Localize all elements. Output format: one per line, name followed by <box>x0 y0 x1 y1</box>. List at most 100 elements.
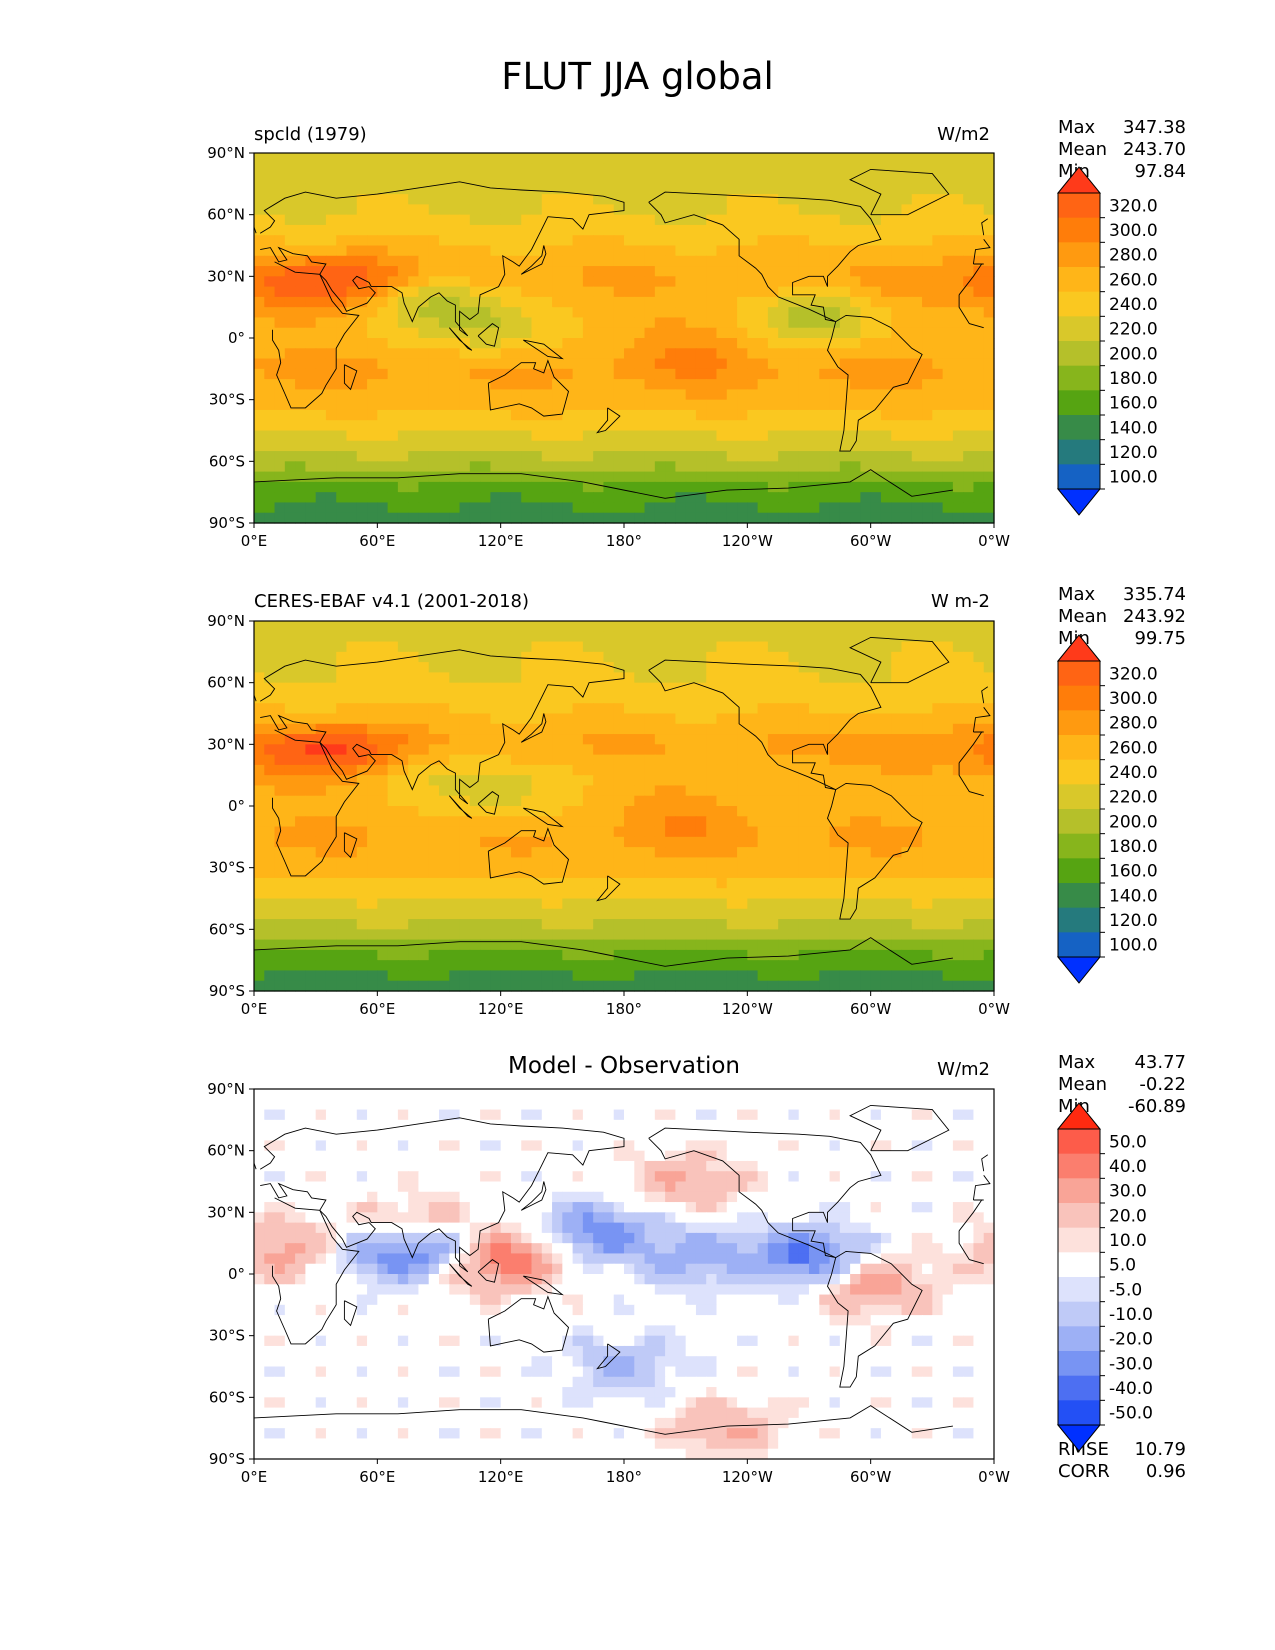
panel-1-field-cell <box>726 502 738 514</box>
panel-2-field-cell <box>747 795 759 807</box>
panel-1-field-cell <box>295 286 306 298</box>
panel-1-colorbar-label: 260.0 <box>1109 270 1158 290</box>
panel-2-field-cell <box>274 692 286 704</box>
panel-2-field-cell <box>757 672 769 684</box>
panel-2-field-cell <box>613 754 625 766</box>
panel-2-field-cell <box>767 888 779 900</box>
panel-2-field-cell <box>305 816 317 828</box>
panel-1-field-cell <box>336 153 348 164</box>
panel-2-field-cell <box>767 816 779 828</box>
panel-1-field-cell <box>747 471 759 483</box>
panel-1-field-cell <box>593 389 605 401</box>
panel-1-field-cell <box>541 173 553 185</box>
panel-2-field-cell <box>449 744 461 756</box>
panel-2-field-cell <box>500 857 512 869</box>
panel-2-field-cell <box>336 867 348 879</box>
panel-1-field-cell <box>408 153 420 164</box>
panel-1-field-cell <box>911 389 923 401</box>
panel-1-field-cell <box>963 214 975 226</box>
panel-2-field-cell <box>428 662 440 673</box>
panel-2-field-cell <box>983 816 995 828</box>
panel-2-field-cell <box>809 672 820 684</box>
panel-2-field-cell <box>932 723 944 735</box>
panel-1-field-cell <box>788 255 800 267</box>
panel-1-field-cell <box>757 296 769 308</box>
panel-1-field-cell <box>531 481 543 493</box>
panel-1-field-cell <box>613 286 625 298</box>
panel-1-field-cell <box>685 379 697 390</box>
panel-2-field-cell <box>459 877 471 889</box>
panel-2-field-cell <box>582 847 594 858</box>
panel-2-field-cell <box>613 836 625 848</box>
panel-2-field-cell <box>582 682 594 694</box>
panel-2-field-cell <box>408 744 420 756</box>
panel-2-field-cell <box>521 888 533 900</box>
panel-2-field-cell <box>870 857 882 869</box>
panel-1-colorbar-label: 280.0 <box>1109 246 1158 266</box>
panel-2-field-cell <box>798 816 810 828</box>
panel-1-field-cell <box>325 481 337 493</box>
panel-1-field-cell <box>695 451 707 462</box>
panel-2-field-cell <box>367 662 378 673</box>
panel-2-field-cell <box>613 703 625 715</box>
panel-2-field-cell <box>860 929 872 941</box>
panel-1-field-cell <box>284 440 296 452</box>
panel-2-field-cell <box>778 672 790 684</box>
panel-1-field-cell <box>942 204 954 216</box>
panel-1-field-cell <box>490 255 502 267</box>
panel-1-field-cell <box>254 286 265 298</box>
panel-2-field-cell <box>952 723 964 735</box>
panel-2-field-cell <box>716 929 728 941</box>
panel-2-field-cell <box>521 775 533 787</box>
panel-2-field-cell <box>850 888 861 900</box>
panel-2-field-cell <box>490 662 502 673</box>
panel-1-colorbar-extend-max <box>1056 166 1102 194</box>
panel-2-field-cell <box>819 692 831 704</box>
panel-2-field-cell <box>408 929 420 941</box>
panel-2-field-cell <box>788 734 800 745</box>
panel-1-field-cell <box>274 440 286 452</box>
panel-1-field-cell <box>911 214 923 226</box>
panel-2-field-cell <box>839 713 851 725</box>
panel-1-field-cell <box>695 409 707 421</box>
panel-2-field-cell <box>963 816 975 828</box>
panel-1-field-cell <box>356 235 368 247</box>
panel-2-field-cell <box>603 641 615 653</box>
panel-2-field-cell <box>983 908 995 920</box>
panel-2-field-cell <box>541 836 553 848</box>
panel-2-field-cell <box>469 764 481 776</box>
panel-2-field-cell <box>490 651 502 663</box>
panel-1-field-cell <box>747 399 759 411</box>
panel-2-field-cell <box>685 908 697 920</box>
panel-2-field-cell <box>839 795 851 807</box>
panel-1-field-cell <box>521 153 533 164</box>
panel-1-field-cell <box>572 461 584 473</box>
panel-1-field-cell <box>850 420 861 432</box>
panel-1-field-cell <box>428 307 440 319</box>
panel-1-field-cell <box>428 245 440 257</box>
panel-1-field-cell <box>860 420 872 432</box>
panel-2-field-cell <box>654 836 666 848</box>
panel-1-field-cell <box>706 183 718 195</box>
panel-2-field-cell <box>767 867 779 879</box>
panel-2-field-cell <box>952 898 964 910</box>
panel-1-field-cell <box>562 235 574 247</box>
panel-1-field-cell <box>839 235 851 247</box>
panel-2-field-cell <box>264 919 276 930</box>
panel-1-field-cell <box>603 348 615 360</box>
panel-1-field-cell <box>325 430 337 442</box>
panel-1-field-cell <box>254 451 265 462</box>
panel-1-field-cell <box>418 420 430 432</box>
panel-1-field-cell <box>510 173 522 185</box>
panel-1-field-cell <box>901 358 913 370</box>
panel-2-field-cell <box>582 795 594 807</box>
panel-2-field-cell <box>942 898 954 910</box>
panel-2-field-cell <box>325 692 337 704</box>
panel-1-field-cell <box>973 399 985 411</box>
panel-1-field-cell <box>706 430 718 442</box>
panel-2-field-cell <box>315 682 327 694</box>
panel-1-field-cell <box>593 420 605 432</box>
panel-2-field-cell <box>510 764 522 776</box>
panel-1-field-cell <box>418 502 430 514</box>
panel-1-field-cell <box>870 379 882 390</box>
